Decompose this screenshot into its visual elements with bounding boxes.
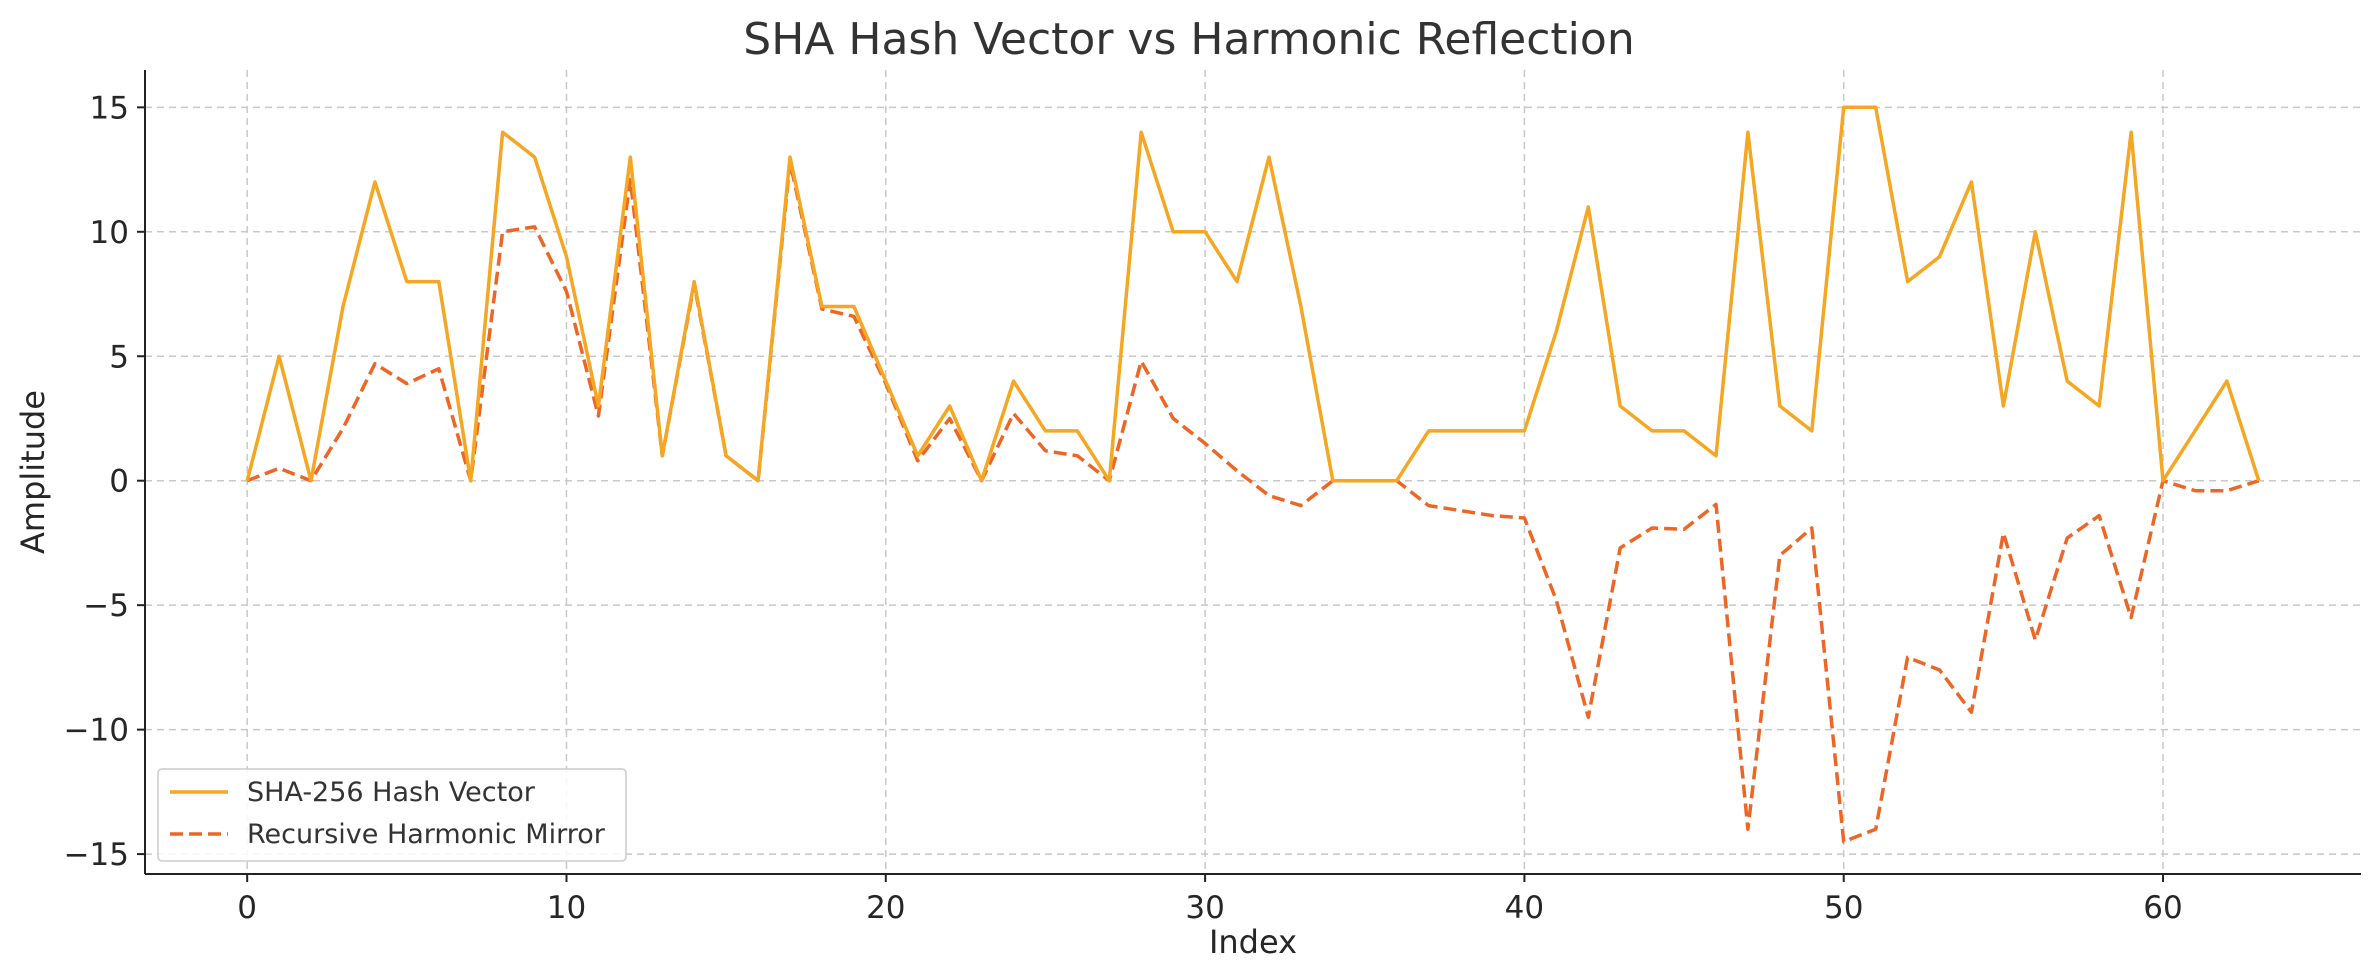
grid-layer	[145, 70, 2361, 874]
x-tick-label: 40	[1505, 890, 1544, 926]
legend: SHA-256 Hash Vector Recursive Harmonic M…	[157, 768, 627, 862]
tick-layer: 0 10 20 30 40 50 60 −15 −10 −5 0 5 10 15	[64, 90, 2183, 926]
series-line-sha-256-hash-vector	[245, 105, 2261, 483]
x-tick-label: 60	[2143, 890, 2182, 926]
series-layer	[245, 105, 2261, 844]
x-tick-label: 20	[866, 890, 905, 926]
y-tick-label: −10	[64, 713, 129, 749]
y-tick-label: 5	[109, 339, 129, 375]
legend-label-sha-256: SHA-256 Hash Vector	[247, 777, 536, 808]
x-axis-label: Index	[1209, 923, 1297, 961]
legend-box	[157, 768, 627, 862]
legend-label-harmonic-mirror: Recursive Harmonic Mirror	[247, 819, 606, 850]
x-tick-label: 10	[547, 890, 586, 926]
chart-title: SHA Hash Vector vs Harmonic Reflection	[743, 14, 1634, 65]
y-tick-label: 15	[90, 90, 129, 126]
x-tick-label: 50	[1824, 890, 1863, 926]
y-axis-label: Amplitude	[14, 390, 52, 554]
axes-layer	[144, 70, 2361, 875]
x-tick-label: 30	[1185, 890, 1224, 926]
x-tick-label: 0	[237, 890, 257, 926]
y-tick-label: 10	[90, 215, 129, 251]
y-tick-label: −5	[83, 588, 129, 624]
series-line-recursive-harmonic-mirror	[246, 160, 2260, 844]
y-tick-label: 0	[109, 464, 129, 500]
y-tick-label: −15	[64, 837, 129, 873]
